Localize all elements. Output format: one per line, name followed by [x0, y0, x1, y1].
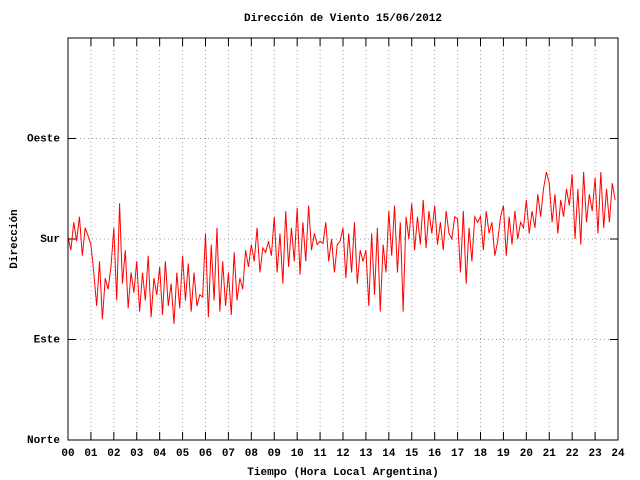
- x-axis-label: Tiempo (Hora Local Argentina): [247, 467, 438, 479]
- y-tick-label: Sur: [40, 234, 60, 246]
- x-tick-label: 02: [107, 448, 120, 460]
- x-tick-label: 18: [474, 448, 488, 460]
- x-tick-label: 20: [520, 448, 533, 460]
- x-tick-label: 22: [566, 448, 579, 460]
- x-tick-label: 17: [451, 448, 464, 460]
- x-tick-label: 10: [291, 448, 304, 460]
- x-tick-label: 11: [313, 448, 327, 460]
- y-tick-label: Oeste: [27, 133, 60, 145]
- x-tick-label: 16: [428, 448, 441, 460]
- x-tick-label: 08: [245, 448, 259, 460]
- x-tick-label: 01: [84, 448, 98, 460]
- x-tick-label: 19: [497, 448, 510, 460]
- x-tick-label: 24: [611, 448, 625, 460]
- x-tick-label: 03: [130, 448, 144, 460]
- x-tick-label: 07: [222, 448, 235, 460]
- data-line: [67, 171, 616, 324]
- x-tick-label: 04: [153, 448, 167, 460]
- x-tick-label: 05: [176, 448, 190, 460]
- y-axis-label: Dirección: [9, 209, 21, 268]
- x-tick-label: 12: [336, 448, 349, 460]
- x-tick-label: 15: [405, 448, 419, 460]
- x-tick-label: 09: [268, 448, 281, 460]
- y-tick-label: Norte: [27, 435, 60, 447]
- x-tick-label: 13: [359, 448, 373, 460]
- x-tick-label: 23: [588, 448, 602, 460]
- y-tick-label: Este: [34, 334, 61, 346]
- x-tick-label: 00: [61, 448, 74, 460]
- x-tick-label: 14: [382, 448, 396, 460]
- x-tick-label: 06: [199, 448, 212, 460]
- x-tick-label: 21: [543, 448, 557, 460]
- chart-title: Dirección de Viento 15/06/2012: [244, 13, 442, 25]
- plot-border: [67, 37, 619, 441]
